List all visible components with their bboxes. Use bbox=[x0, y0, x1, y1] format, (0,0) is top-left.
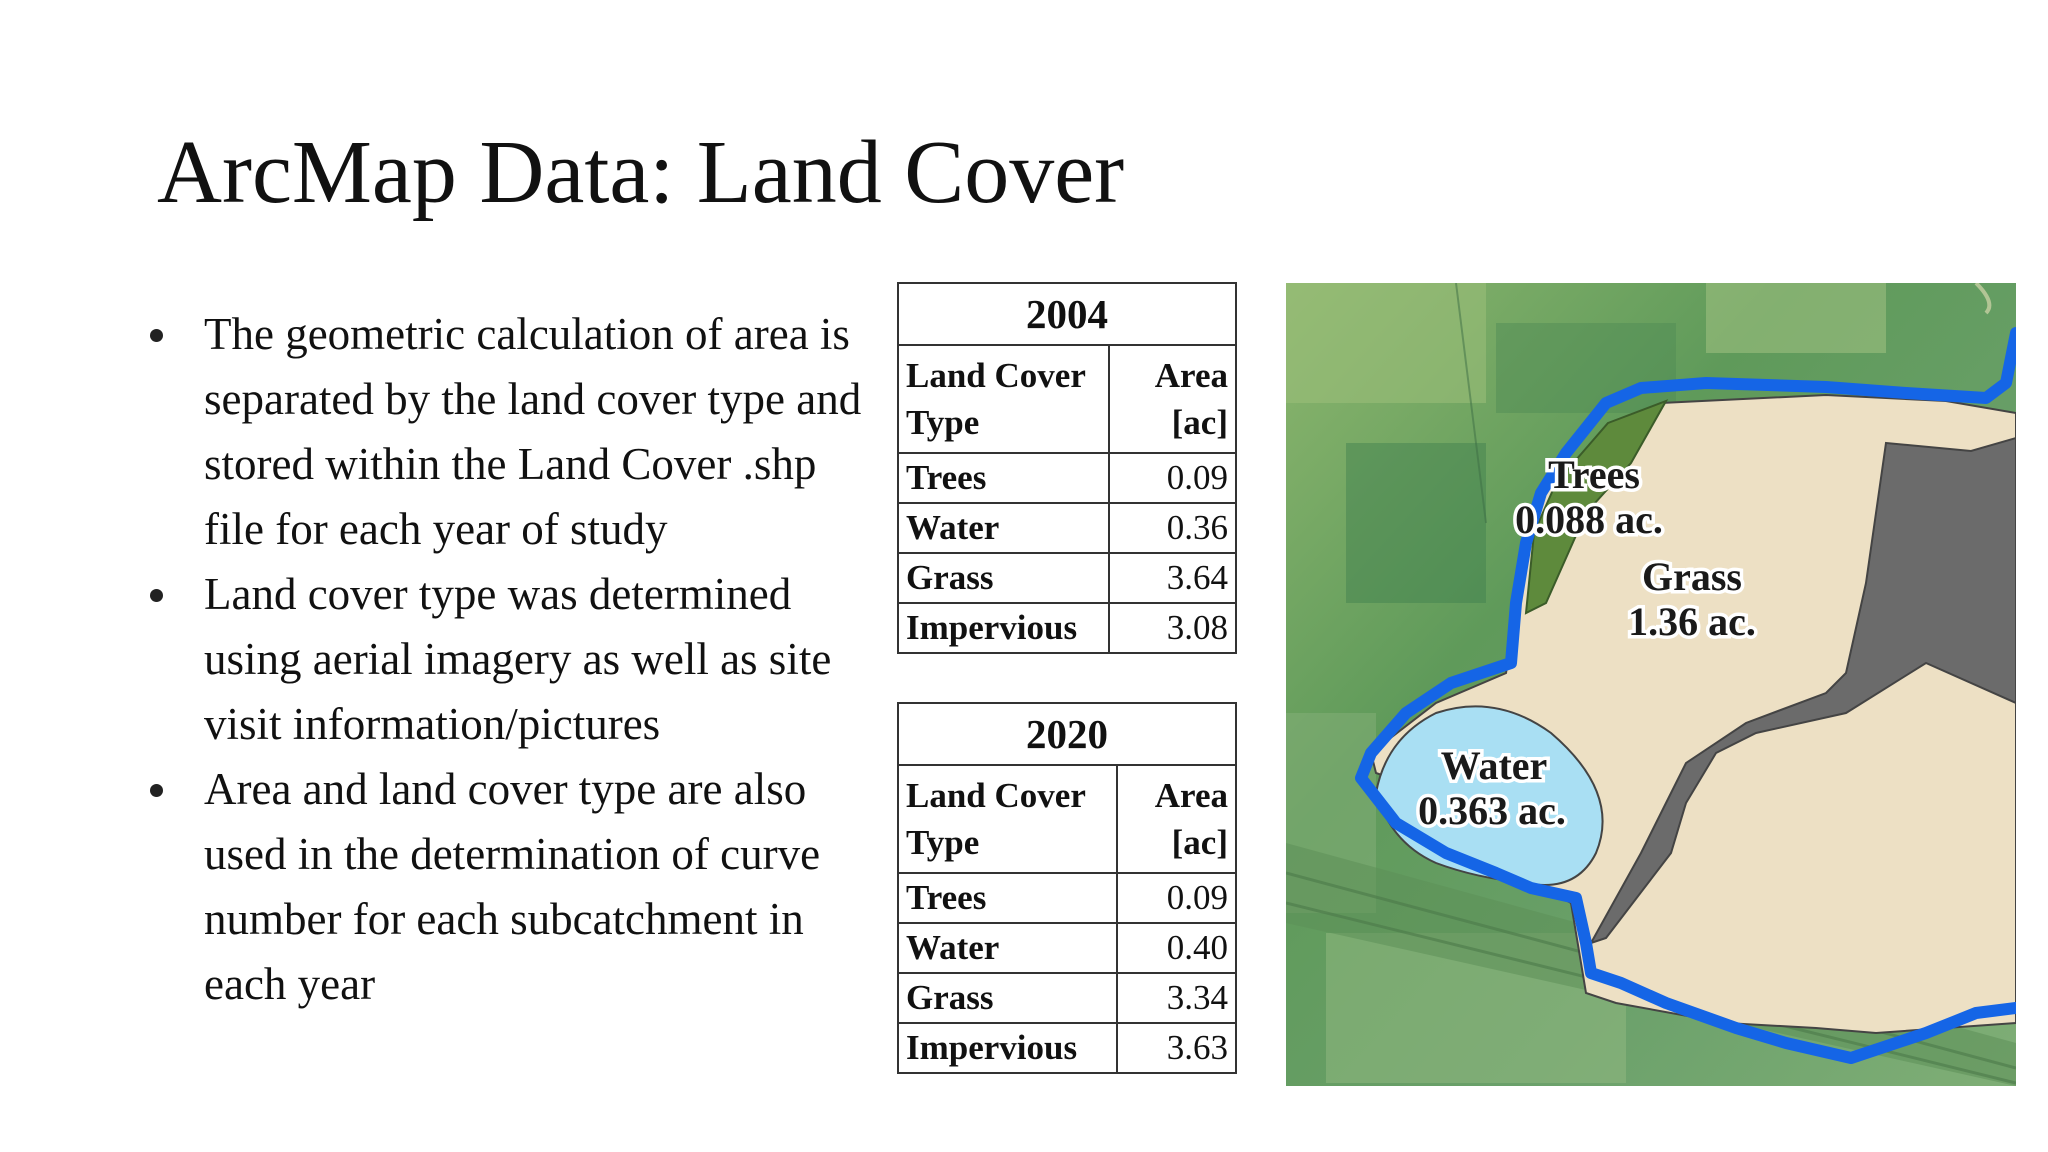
cell-type: Impervious bbox=[897, 1022, 1118, 1074]
bullet-text: The geometric calculation of area is sep… bbox=[204, 309, 862, 554]
aerial-patch bbox=[1346, 443, 1486, 603]
land-cover-table-2020: 2020 Land Cover Type Area [ac] Trees 0.0… bbox=[897, 702, 1237, 1074]
cell-area: 3.63 bbox=[1116, 1022, 1237, 1074]
land-cover-table-2004: 2004 Land Cover Type Area [ac] Trees 0.0… bbox=[897, 282, 1237, 654]
slide-title: ArcMap Data: Land Cover bbox=[157, 123, 1125, 222]
bullet-item: The geometric calculation of area is sep… bbox=[138, 302, 878, 562]
cell-area: 0.36 bbox=[1108, 502, 1237, 554]
table-row: Impervious 3.63 bbox=[897, 1022, 1237, 1074]
bullet-dot-icon bbox=[150, 329, 163, 342]
column-header-area: Area [ac] bbox=[1108, 344, 1237, 454]
table-year-heading: 2004 bbox=[897, 282, 1237, 346]
trees-label-name: Trees bbox=[1548, 452, 1640, 497]
table-row: Trees 0.09 bbox=[897, 872, 1237, 924]
land-cover-map: Trees 0.088 ac. Grass 1.36 ac. Water 0.3… bbox=[1286, 283, 2016, 1086]
column-header-type: Land Cover Type bbox=[897, 764, 1118, 874]
water-label-name: Water bbox=[1441, 743, 1548, 788]
table-year-heading: 2020 bbox=[897, 702, 1237, 766]
bullet-item: Land cover type was determined using aer… bbox=[138, 562, 878, 757]
trees-area bbox=[1524, 399, 1669, 615]
bullet-dot-icon bbox=[150, 784, 163, 797]
aerial-feature bbox=[1974, 283, 1992, 315]
cell-area: 3.34 bbox=[1116, 972, 1237, 1024]
aerial-edge bbox=[1455, 283, 1487, 524]
cell-type: Water bbox=[897, 922, 1118, 974]
subcatchment-boundary bbox=[1355, 327, 2016, 1064]
column-header-type: Land Cover Type bbox=[897, 344, 1110, 454]
aerial-patch bbox=[1286, 283, 1486, 403]
cell-type: Water bbox=[897, 502, 1110, 554]
cell-type: Grass bbox=[897, 972, 1118, 1024]
grass-label-area: 1.36 ac. bbox=[1628, 599, 1756, 644]
table-row: Grass 3.34 bbox=[897, 972, 1237, 1024]
grass-label-name: Grass bbox=[1642, 554, 1742, 599]
cell-type: Grass bbox=[897, 552, 1110, 604]
map-graphic: Trees 0.088 ac. Grass 1.36 ac. Water 0.3… bbox=[1286, 283, 2016, 1086]
table-row: Grass 3.64 bbox=[897, 552, 1237, 604]
bullet-dot-icon bbox=[150, 589, 163, 602]
cell-area: 0.09 bbox=[1116, 872, 1237, 924]
cell-area: 0.40 bbox=[1116, 922, 1237, 974]
impervious-area bbox=[1588, 436, 2016, 945]
trees-label-area: 0.088 ac. bbox=[1515, 497, 1663, 542]
cell-type: Trees bbox=[897, 872, 1118, 924]
table-row: Water 0.40 bbox=[897, 922, 1237, 974]
table-row: Water 0.36 bbox=[897, 502, 1237, 554]
bullet-text: Area and land cover type are also used i… bbox=[204, 764, 821, 1009]
cell-area: 3.08 bbox=[1108, 602, 1237, 654]
aerial-patch bbox=[1496, 323, 1676, 413]
cell-type: Impervious bbox=[897, 602, 1110, 654]
bullet-list: The geometric calculation of area is sep… bbox=[138, 302, 878, 1017]
column-header-area: Area [ac] bbox=[1116, 764, 1237, 874]
table-row: Trees 0.09 bbox=[897, 452, 1237, 504]
cell-area: 3.64 bbox=[1108, 552, 1237, 604]
cell-type: Trees bbox=[897, 452, 1110, 504]
aerial-patch bbox=[1706, 283, 1886, 353]
bullet-item: Area and land cover type are also used i… bbox=[138, 757, 878, 1017]
cell-area: 0.09 bbox=[1108, 452, 1237, 504]
bullet-text: Land cover type was determined using aer… bbox=[204, 569, 832, 749]
water-label-area: 0.363 ac. bbox=[1418, 788, 1566, 833]
table-row: Impervious 3.08 bbox=[897, 602, 1237, 654]
